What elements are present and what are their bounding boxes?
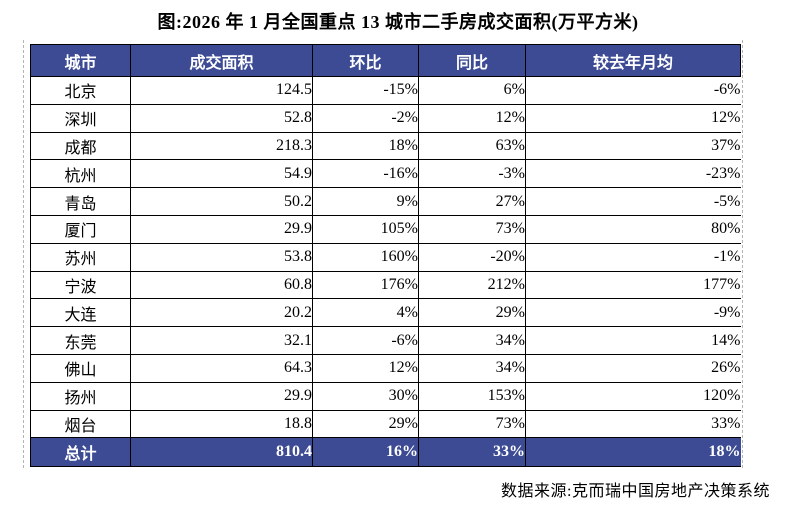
mom-cell: 176%	[312, 270, 419, 300]
yoy-cell: 6%	[418, 76, 526, 105]
yoy-cell: 29%	[418, 298, 526, 328]
vs-avg-cell: 12%	[525, 103, 741, 133]
table-row: 苏州 53.8 160% -20% -1%	[30, 242, 741, 272]
vs-avg-cell: 33%	[525, 409, 741, 439]
area-cell: 218.3	[130, 131, 313, 161]
table-row: 深圳 52.8 -2% 12% 12%	[30, 103, 741, 133]
col-header-area: 成交面积	[130, 44, 313, 77]
yoy-cell: -3%	[418, 159, 526, 189]
table-header-row: 城市 成交面积 环比 同比 较去年月均	[30, 44, 741, 77]
vs-avg-cell: 120%	[525, 381, 741, 411]
table-row: 佛山 64.3 12% 34% 26%	[30, 353, 741, 383]
table-row: 东莞 32.1 -6% 34% 14%	[30, 326, 741, 355]
area-cell: 29.9	[130, 381, 313, 411]
yoy-cell: 212%	[418, 270, 526, 300]
yoy-cell: 73%	[418, 409, 526, 439]
city-cell: 东莞	[30, 326, 131, 355]
city-cell: 北京	[30, 76, 131, 105]
vs-avg-cell: -5%	[525, 187, 741, 216]
city-cell: 大连	[30, 298, 131, 328]
city-cell: 厦门	[30, 214, 131, 244]
yoy-cell: 153%	[418, 381, 526, 411]
area-cell: 53.8	[130, 242, 313, 272]
table-row: 北京 124.5 -15% 6% -6%	[30, 76, 741, 105]
mom-cell: 9%	[312, 187, 419, 216]
col-header-mom: 环比	[312, 44, 419, 77]
area-cell: 20.2	[130, 298, 313, 328]
city-cell: 杭州	[30, 159, 131, 189]
vs-avg-cell: -23%	[525, 159, 741, 189]
yoy-cell: 34%	[418, 353, 526, 383]
page-break-guide-right	[742, 40, 743, 468]
city-cell: 佛山	[30, 353, 131, 383]
city-cell: 宁波	[30, 270, 131, 300]
area-cell: 29.9	[130, 214, 313, 244]
page-break-guide-left	[23, 40, 24, 468]
vs-avg-cell: 177%	[525, 270, 741, 300]
total-label-cell: 总计	[30, 437, 131, 468]
yoy-cell: 27%	[418, 187, 526, 216]
vs-avg-cell: -1%	[525, 242, 741, 272]
area-cell: 124.5	[130, 76, 313, 105]
yoy-cell: -20%	[418, 242, 526, 272]
vs-avg-cell: 14%	[525, 326, 741, 355]
vs-avg-cell: -6%	[525, 76, 741, 105]
table-row: 厦门 29.9 105% 73% 80%	[30, 214, 741, 244]
city-cell: 青岛	[30, 187, 131, 216]
mom-cell: 29%	[312, 409, 419, 439]
mom-cell: 18%	[312, 131, 419, 161]
yoy-cell: 34%	[418, 326, 526, 355]
area-cell: 18.8	[130, 409, 313, 439]
table-row: 宁波 60.8 176% 212% 177%	[30, 270, 741, 300]
city-cell: 烟台	[30, 409, 131, 439]
city-cell: 扬州	[30, 381, 131, 411]
total-yoy-cell: 33%	[418, 437, 526, 468]
area-cell: 60.8	[130, 270, 313, 300]
city-cell: 苏州	[30, 242, 131, 272]
vs-avg-cell: 37%	[525, 131, 741, 161]
mom-cell: -6%	[312, 326, 419, 355]
yoy-cell: 63%	[418, 131, 526, 161]
vs-avg-cell: 80%	[525, 214, 741, 244]
vs-avg-cell: 26%	[525, 353, 741, 383]
total-vs-avg-cell: 18%	[525, 437, 741, 468]
table-row: 青岛 50.2 9% 27% -5%	[30, 187, 741, 216]
yoy-cell: 12%	[418, 103, 526, 133]
mom-cell: 12%	[312, 353, 419, 383]
area-cell: 32.1	[130, 326, 313, 355]
vs-avg-cell: -9%	[525, 298, 741, 328]
table-row: 成都 218.3 18% 63% 37%	[30, 131, 741, 161]
area-cell: 50.2	[130, 187, 313, 216]
mom-cell: 30%	[312, 381, 419, 411]
mom-cell: -2%	[312, 103, 419, 133]
area-cell: 52.8	[130, 103, 313, 133]
page-title: 图:2026 年 1 月全国重点 13 城市二手房成交面积(万平方米)	[157, 12, 639, 32]
total-mom-cell: 16%	[312, 437, 419, 468]
col-header-city: 城市	[30, 44, 131, 77]
col-header-vs-avg: 较去年月均	[525, 44, 741, 77]
table-row: 扬州 29.9 30% 153% 120%	[30, 381, 741, 411]
total-area-cell: 810.4	[130, 437, 313, 468]
mom-cell: -16%	[312, 159, 419, 189]
mom-cell: 160%	[312, 242, 419, 272]
mom-cell: -15%	[312, 76, 419, 105]
mom-cell: 105%	[312, 214, 419, 244]
col-header-yoy: 同比	[418, 44, 526, 77]
data-source-note: 数据来源:克而瑞中国房地产决策系统	[501, 483, 770, 500]
area-cell: 54.9	[130, 159, 313, 189]
table-total-row: 总计 810.4 16% 33% 18%	[30, 437, 741, 468]
yoy-cell: 73%	[418, 214, 526, 244]
area-cell: 64.3	[130, 353, 313, 383]
table-row: 杭州 54.9 -16% -3% -23%	[30, 159, 741, 189]
city-cell: 深圳	[30, 103, 131, 133]
city-cell: 成都	[30, 131, 131, 161]
table-row: 大连 20.2 4% 29% -9%	[30, 298, 741, 328]
table-row: 烟台 18.8 29% 73% 33%	[30, 409, 741, 439]
mom-cell: 4%	[312, 298, 419, 328]
city-transactions-table: 城市 成交面积 环比 同比 较去年月均 北京 124.5 -15% 6% -6%…	[30, 44, 741, 468]
